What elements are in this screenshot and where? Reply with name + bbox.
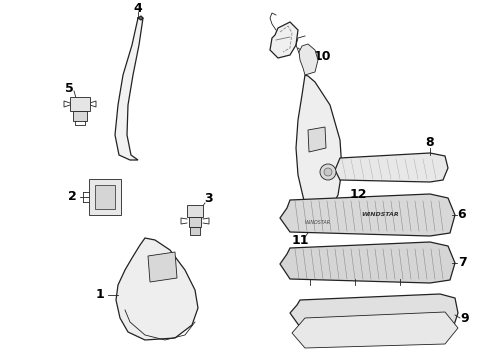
Polygon shape	[295, 205, 342, 232]
Polygon shape	[148, 252, 177, 282]
Polygon shape	[116, 238, 198, 340]
Polygon shape	[270, 22, 298, 58]
FancyBboxPatch shape	[73, 111, 87, 121]
Text: 6: 6	[458, 208, 466, 221]
Text: 2: 2	[68, 190, 76, 203]
FancyBboxPatch shape	[70, 97, 90, 111]
FancyBboxPatch shape	[89, 179, 121, 215]
FancyBboxPatch shape	[189, 217, 201, 227]
FancyBboxPatch shape	[190, 227, 200, 235]
Circle shape	[320, 164, 336, 180]
FancyBboxPatch shape	[95, 185, 115, 209]
Text: 5: 5	[65, 81, 74, 94]
Polygon shape	[115, 18, 143, 160]
Polygon shape	[308, 127, 326, 152]
Polygon shape	[299, 44, 318, 75]
FancyBboxPatch shape	[187, 205, 203, 217]
Text: 11: 11	[291, 234, 309, 247]
Polygon shape	[335, 153, 448, 182]
Text: 1: 1	[96, 288, 104, 302]
Polygon shape	[296, 75, 342, 215]
Circle shape	[324, 168, 332, 176]
Polygon shape	[280, 242, 455, 283]
Text: 8: 8	[426, 136, 434, 149]
Text: WINDSTAR: WINDSTAR	[305, 220, 331, 225]
Polygon shape	[280, 194, 455, 236]
Text: 3: 3	[204, 192, 212, 204]
Text: 9: 9	[461, 311, 469, 324]
Text: 7: 7	[458, 256, 466, 270]
Polygon shape	[292, 312, 458, 348]
Polygon shape	[340, 202, 385, 225]
Text: WINDSTAR: WINDSTAR	[361, 212, 399, 217]
Text: 4: 4	[134, 1, 143, 14]
Text: 12: 12	[349, 189, 367, 202]
Polygon shape	[290, 294, 458, 332]
Text: 10: 10	[313, 50, 331, 63]
